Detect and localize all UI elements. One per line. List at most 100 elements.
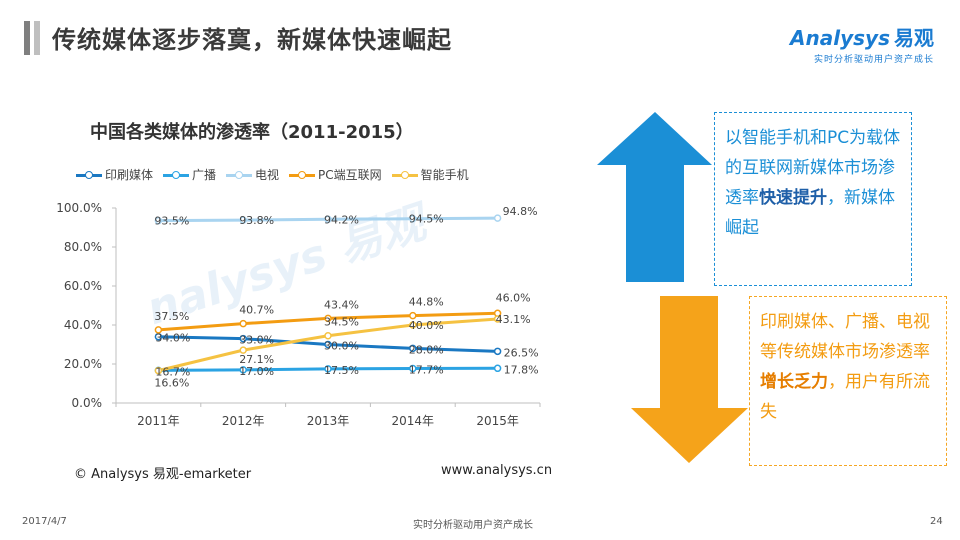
data-point [154, 326, 163, 334]
data-label: 44.8% [409, 296, 444, 309]
legend-item: PC端互联网 [289, 166, 382, 183]
data-point [409, 311, 417, 320]
up-arrow-icon [597, 112, 712, 282]
data-label: 94.8% [503, 205, 538, 218]
x-tick-label: 2012年 [222, 414, 265, 428]
data-point [239, 334, 247, 343]
data-point [493, 315, 502, 323]
callout-up-text: 以智能手机和PC为载体的互联网新媒体市场渗透率 [725, 128, 901, 208]
y-tick-label: 40.0% [64, 318, 102, 332]
callout-up-text-end: ，新媒体崛起 [725, 188, 895, 238]
y-tick-label: 80.0% [64, 240, 102, 254]
data-point [239, 319, 247, 328]
data-label: 34.5% [324, 316, 359, 329]
data-label: 93.8% [239, 214, 274, 227]
legend-item: 印刷媒体 [76, 166, 153, 183]
data-point [409, 364, 417, 373]
data-label: 40.0% [409, 319, 444, 332]
data-label: 27.1% [239, 353, 274, 366]
legend-label: 电视 [255, 168, 280, 182]
data-label: 16.6% [154, 377, 189, 390]
data-label: 33.0% [239, 334, 274, 347]
data-label: 40.7% [239, 304, 274, 317]
data-label: 46.0% [496, 291, 531, 304]
legend-swatch [289, 170, 316, 180]
data-label: 93.5% [154, 215, 189, 228]
callout-down-text: 印刷媒体、广播、电视等传统媒体市场渗透率 [760, 312, 930, 362]
data-point [493, 364, 502, 373]
y-tick-label: 60.0% [64, 279, 102, 293]
data-label: 34.0% [155, 332, 190, 345]
page-number: 24 [930, 516, 943, 527]
x-tick-label: 2011年 [137, 414, 180, 428]
callout-down-text-end: ，用户有所流失 [760, 372, 930, 422]
y-tick-label: 100.0% [56, 201, 102, 215]
chart-title: 中国各类媒体的渗透率（2011-2015） [90, 122, 414, 143]
data-point [409, 321, 417, 329]
data-label: 17.5% [324, 364, 359, 377]
data-point [324, 331, 332, 340]
data-point [493, 347, 502, 356]
legend-swatch [391, 170, 418, 180]
data-label: 17.8% [504, 363, 539, 376]
data-label: 26.5% [504, 346, 539, 359]
logo-a-icon: A [790, 26, 806, 50]
footer-slogan: 实时分析驱动用户资产成长 [413, 520, 533, 531]
title-bar: 传统媒体逐步落寞，新媒体快速崛起 [24, 20, 452, 55]
data-point [324, 365, 332, 373]
source-copyright: © Analysys 易观-emarketer [74, 467, 252, 482]
data-label: 43.4% [324, 298, 359, 311]
data-label: 17.0% [239, 365, 274, 378]
callout-down-bold: 增长乏力 [760, 372, 828, 392]
legend-swatch [163, 170, 190, 180]
logo-cn: 易观 [894, 26, 934, 50]
data-point [409, 344, 417, 353]
callout-up-bold: 快速提升 [759, 188, 827, 208]
title-accent-bar-light [34, 20, 40, 55]
y-tick-label: 20.0% [64, 357, 102, 371]
data-label: 94.2% [324, 213, 359, 226]
data-point [239, 346, 247, 354]
data-point [324, 340, 332, 349]
data-label: 16.7% [155, 365, 190, 378]
callout-new-media: 以智能手机和PC为载体的互联网新媒体市场渗透率快速提升，新媒体崛起 [714, 112, 912, 286]
x-tick-label: 2015年 [476, 414, 519, 428]
data-label: 37.5% [154, 310, 189, 323]
page-title: 传统媒体逐步落寞，新媒体快速崛起 [52, 26, 452, 54]
legend-item: 电视 [226, 166, 279, 183]
footer-date: 2017/4/7 [22, 516, 67, 527]
chart-legend: 印刷媒体 广播 电视 PC端互联网 智能手机 [76, 166, 479, 183]
data-point [493, 214, 502, 222]
data-label: 94.5% [409, 213, 444, 226]
data-label: 43.1% [496, 313, 531, 326]
x-tick-label: 2014年 [392, 414, 435, 428]
data-point [409, 214, 417, 223]
data-point [154, 216, 163, 225]
legend-label: 广播 [192, 168, 217, 182]
data-point [324, 215, 332, 224]
legend-label: 智能手机 [420, 168, 469, 182]
legend-item: 智能手机 [391, 166, 469, 183]
logo-slogan: 实时分析驱动用户资产成长 [813, 55, 934, 65]
data-label: 28.0% [409, 343, 444, 356]
data-point [154, 332, 163, 341]
data-point [239, 216, 247, 224]
data-label: 30.0% [324, 340, 359, 353]
legend-swatch [76, 170, 102, 180]
legend-item: 广播 [163, 166, 216, 183]
data-point [324, 314, 332, 323]
line-chart: 0.0% 20.0% 40.0% 60.0% 80.0% 100.0% 2011年 2012年… [56, 201, 541, 428]
legend-swatch [226, 170, 253, 180]
title-accent-bar [24, 20, 30, 55]
y-tick-label: 0.0% [72, 396, 103, 410]
source-website: www.analysys.cn [441, 463, 553, 478]
analysys-logo: Analysys 易观 实时分析驱动用户资产成长 [790, 22, 934, 65]
callout-traditional-media: 印刷媒体、广播、电视等传统媒体市场渗透率增长乏力，用户有所流失 [749, 296, 947, 466]
logo-text: nalysys [805, 26, 890, 50]
data-label: 17.7% [409, 363, 444, 376]
data-point [239, 366, 247, 374]
legend-label: PC端互联网 [318, 168, 382, 182]
legend-label: 印刷媒体 [105, 168, 154, 182]
down-arrow-icon [631, 296, 748, 463]
